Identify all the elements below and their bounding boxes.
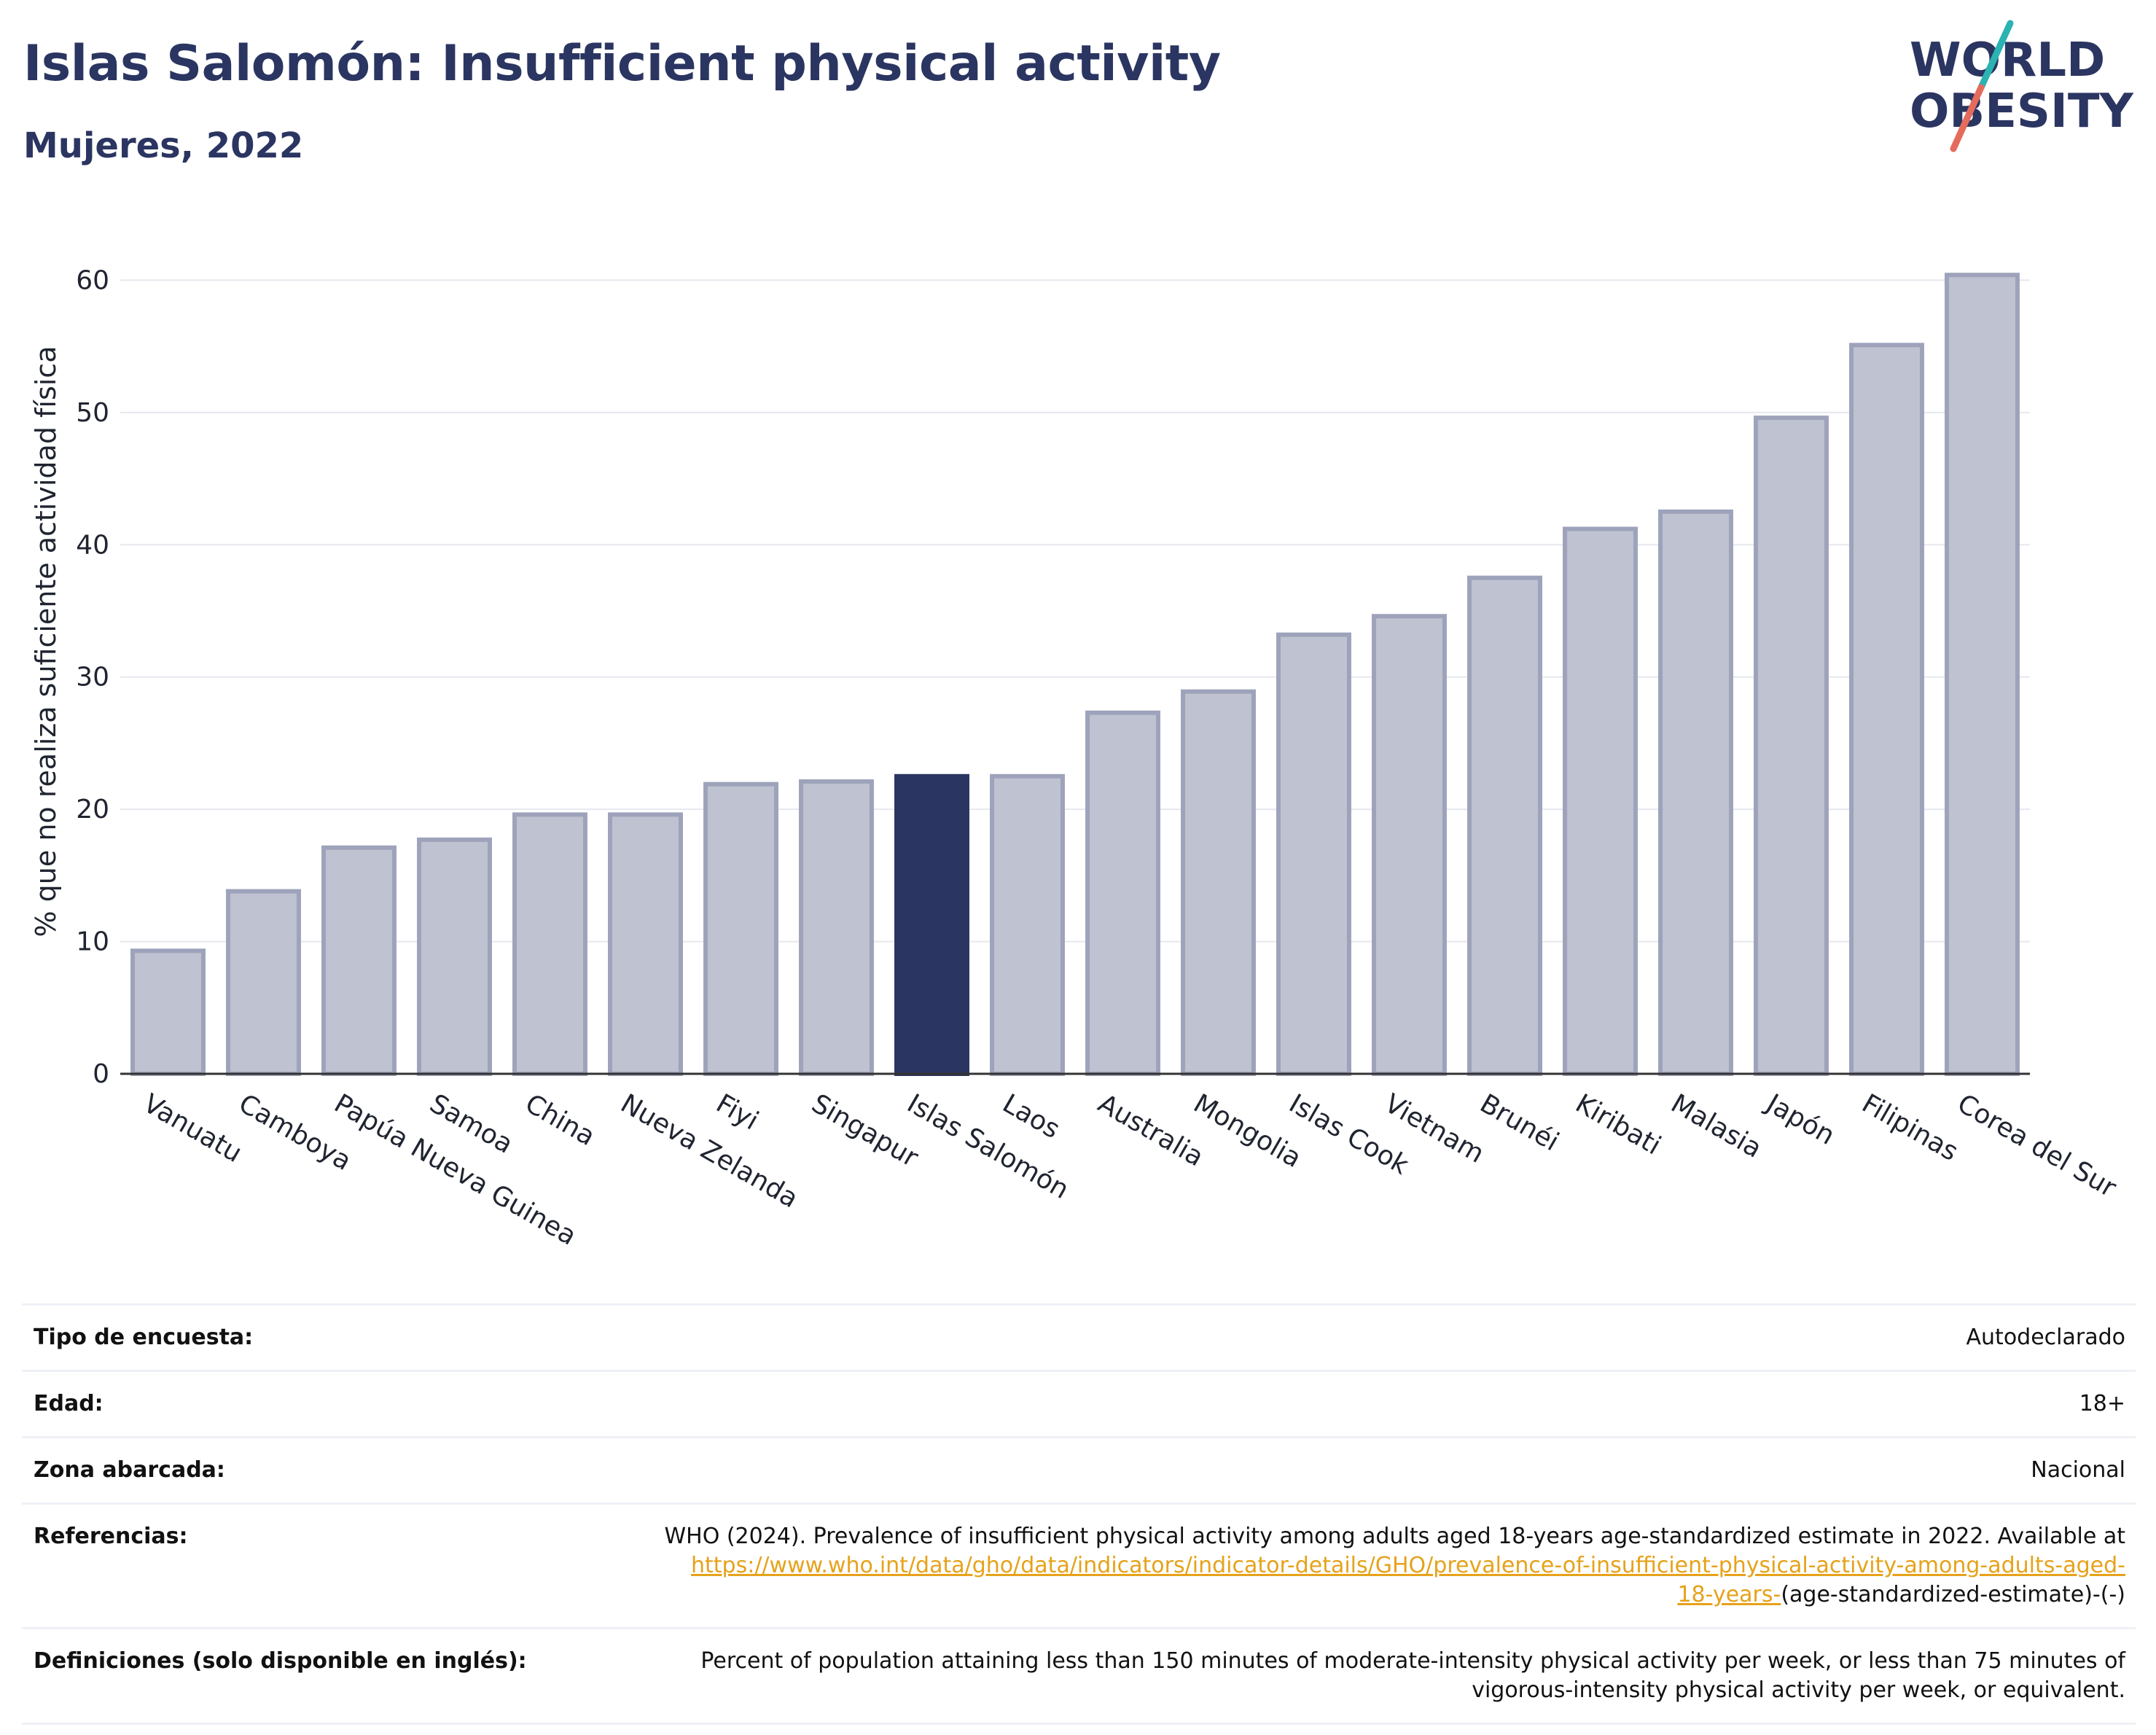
info-table: Tipo de encuesta: Autodeclarado Edad: 18… [22, 1303, 2136, 1725]
bar-china [512, 812, 587, 1077]
bar-filipinas [1849, 343, 1924, 1077]
x-tick-label: Japón [1760, 1088, 1840, 1151]
bar-islas-salomón [894, 773, 969, 1076]
x-tick-label: Australia [1093, 1088, 1208, 1172]
bar-kiribati [1563, 526, 1638, 1076]
age-value: 18+ [2079, 1391, 2125, 1416]
x-tick-label: Brunéi [1475, 1088, 1564, 1157]
logo-slash-bottom [1950, 84, 1985, 152]
bar-nueva-zelanda [608, 812, 683, 1077]
references-value: WHO (2024). Prevalence of insufficient p… [664, 1522, 2125, 1610]
bar-malasia [1658, 509, 1733, 1076]
bar-vanuatu [130, 948, 206, 1077]
logo-line-2: OBESITY [1910, 85, 2133, 139]
x-tick-label: Filipinas [1857, 1088, 1964, 1167]
y-axis-label: % que no realiza suficiente actividad fí… [30, 346, 62, 937]
y-axis-ticks: 0 10 20 30 40 50 60 [76, 265, 109, 1089]
info-row-references: Referencias: WHO (2024). Prevalence of i… [22, 1505, 2136, 1629]
y-tick-label: 0 [93, 1059, 109, 1089]
info-row-age: Edad: 18+ [22, 1372, 2136, 1438]
bar-vietnam [1372, 614, 1447, 1076]
x-tick-label: Mongolia [1189, 1088, 1307, 1174]
survey-value: Autodeclarado [1966, 1325, 2125, 1350]
y-tick-label: 60 [76, 265, 109, 295]
bars [130, 273, 2020, 1077]
y-tick-label: 30 [76, 663, 109, 693]
references-label: Referencias: [34, 1524, 188, 1549]
info-row-definitions: Definiciones (solo disponible en inglés)… [22, 1629, 2136, 1725]
age-label: Edad: [34, 1391, 103, 1416]
bar-islas-cook [1276, 632, 1351, 1076]
logo-line-1: WORLD [1910, 34, 2105, 87]
x-tick-label: Kiribati [1571, 1088, 1666, 1161]
info-row-area: Zona abarcada: Nacional [22, 1438, 2136, 1505]
bar-singapur [799, 779, 874, 1076]
y-tick-label: 10 [76, 927, 109, 957]
x-tick-label: Malasia [1666, 1088, 1767, 1164]
area-value: Nacional [2031, 1457, 2125, 1483]
world-obesity-logo: WORLD OBESITY [1910, 20, 2133, 152]
bar-mongolia [1181, 689, 1256, 1076]
y-tick-label: 40 [76, 530, 109, 560]
survey-label: Tipo de encuesta: [34, 1325, 254, 1350]
references-link-line-1: https://www.who.int/data/gho/data/indica… [691, 1553, 2125, 1578]
bar-brunéi [1467, 575, 1542, 1076]
x-tick-label: Singapur [807, 1088, 923, 1173]
x-tick-label: Corea del Sur [1953, 1088, 2122, 1203]
bar-camboya [226, 889, 301, 1077]
info-row-survey: Tipo de encuesta: Autodeclarado [22, 1306, 2136, 1372]
x-tick-label: Fiyi [711, 1088, 764, 1136]
x-tick-label: Laos [998, 1088, 1065, 1145]
definitions-line-1: Percent of population attaining less tha… [700, 1648, 2125, 1674]
bar-australia [1085, 710, 1160, 1076]
bar-corea-del-sur [1945, 273, 2020, 1077]
x-tick-label: Vanuatu [138, 1088, 247, 1169]
y-tick-label: 50 [76, 398, 109, 428]
gridlines [120, 279, 2030, 943]
definitions-value: Percent of population attaining less tha… [700, 1647, 2125, 1705]
bar-samoa [417, 837, 492, 1076]
bar-papúa-nueva-guinea [321, 845, 397, 1076]
x-tick-label: Nueva Zelanda [616, 1088, 803, 1214]
bar-laos [990, 773, 1065, 1076]
definitions-line-2: vigorous-intensity physical activity per… [1472, 1677, 2125, 1703]
bar-fiyi [703, 781, 778, 1077]
references-link-line-2: 18-years- [1677, 1582, 1781, 1607]
chart-subtitle: Mujeres, 2022 [23, 125, 304, 166]
x-tick-label: China [520, 1088, 601, 1152]
logo-slash-top [1977, 20, 2014, 91]
references-link[interactable]: https://www.who.int/data/gho/data/indica… [691, 1553, 2125, 1607]
area-label: Zona abarcada: [34, 1457, 225, 1483]
definitions-label: Definiciones (solo disponible en inglés)… [34, 1648, 527, 1674]
references-suffix: (age-standardized-estimate)-(-) [1781, 1582, 2125, 1607]
x-tick-label: Islas Salomón [902, 1088, 1074, 1205]
references-text: WHO (2024). Prevalence of insufficient p… [664, 1524, 2125, 1549]
y-tick-label: 20 [76, 795, 109, 824]
bar-japón [1754, 416, 1829, 1077]
chart-title: Islas Salomón: Insufficient physical act… [23, 35, 1221, 93]
